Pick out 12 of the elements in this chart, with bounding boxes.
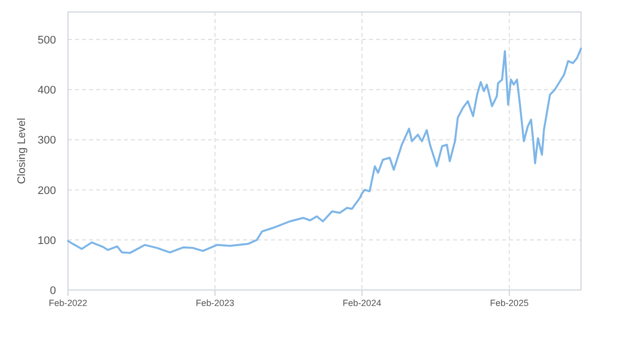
line-series <box>67 48 582 254</box>
y-tick-label: 200 <box>38 184 56 197</box>
x-tick-label: Feb-2025 <box>490 298 529 308</box>
x-tick-label: Feb-2023 <box>196 298 234 308</box>
y-tick-label: 500 <box>38 34 56 47</box>
y-tick-label: 100 <box>38 234 56 247</box>
x-tick-label: Feb-2022 <box>48 298 88 308</box>
y-tick-label: 300 <box>38 134 56 147</box>
y-tick-label: 0 <box>50 285 56 297</box>
y-axis-title: Closing Level <box>16 118 28 184</box>
y-tick-label: 400 <box>38 84 56 97</box>
x-tick-label: Feb-2024 <box>342 298 382 308</box>
